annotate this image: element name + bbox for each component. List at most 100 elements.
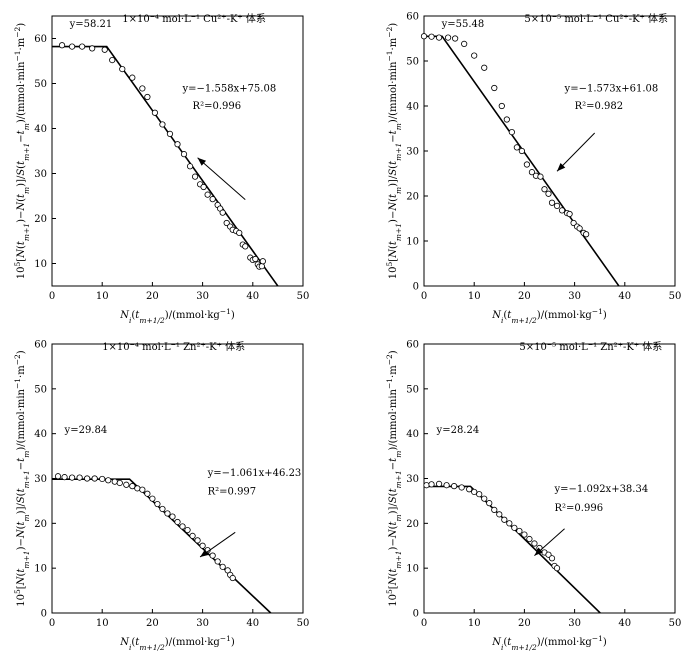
chart3-fit-line — [52, 478, 272, 613]
chart4-data-point — [531, 540, 538, 547]
chart2-data-point — [471, 52, 478, 59]
chart4-xtick-label: 0 — [421, 618, 427, 629]
chart4-ytick-label: 40 — [406, 429, 419, 440]
chart1-fit-label: y=−1.558x+75.08 — [182, 84, 277, 95]
chart1-data-point — [219, 209, 226, 216]
chart1-data-point — [144, 93, 151, 101]
chart4-data-point — [501, 516, 508, 523]
chart2-data-point — [576, 225, 583, 232]
chart3-xtick-label: 50 — [297, 618, 310, 629]
chart3-data-point — [105, 477, 112, 484]
chart4-fit-label: y=−1.092x+38.34 — [554, 484, 649, 495]
chart3-data-point — [214, 558, 221, 565]
chart3-data-point — [159, 505, 166, 513]
chart2-xtick-label: 10 — [468, 291, 481, 302]
chart1-data-point — [159, 121, 166, 128]
chart2-xlabel: Ni(tm+1/2)/(mmol·kg−1) — [491, 307, 607, 325]
chart1-data-point — [258, 263, 265, 270]
chart1-data-point — [186, 163, 194, 170]
chart1-arrow-head — [197, 157, 207, 166]
chart3-data-point — [111, 478, 118, 485]
chart3-data-point — [189, 532, 196, 539]
chart4-data-point — [481, 495, 488, 502]
chart3-xtick-label: 0 — [49, 618, 55, 629]
chart1-data-point — [58, 42, 66, 49]
chart2-data-point — [553, 202, 561, 209]
chart2-data-point — [548, 199, 556, 206]
chart1-data-point — [129, 74, 136, 81]
chart1-data-point — [166, 130, 174, 137]
chart1-ytick-label: 40 — [34, 124, 47, 135]
chart4-data-point — [451, 483, 458, 490]
chart2-data-point — [444, 34, 452, 41]
chart3-data-point — [99, 475, 106, 483]
chart4-data-point — [428, 481, 435, 488]
chart4-ytick-label: 10 — [406, 564, 419, 575]
chart1-ytick-label: 20 — [34, 214, 47, 225]
chart4-data-point — [516, 527, 523, 535]
chart1-data-point — [101, 46, 108, 53]
chart2-data-point — [481, 64, 488, 71]
chart4-data-point — [476, 491, 483, 498]
chart2-ytick-label: 50 — [406, 57, 419, 68]
chart4-data-point — [423, 482, 430, 489]
chart2-r2-label: R²=0.982 — [575, 101, 624, 112]
chart1-arrow-shaft — [197, 157, 246, 200]
chart2-arrow-head — [557, 162, 566, 172]
chart2-data-point — [570, 219, 577, 227]
chart1-r2-label: R²=0.996 — [193, 101, 242, 112]
chart2-ytick-label: 10 — [406, 237, 419, 248]
chart2-xtick-label: 0 — [421, 291, 427, 302]
chart2-fit-label: y=−1.573x+61.08 — [564, 84, 659, 95]
chart4-data-point — [471, 488, 478, 496]
chart2-ylabel: 105[N(tm+1)−N(tm)]/S(tm+1−tm)/(mmol·min−… — [385, 23, 403, 280]
chart2-ytick-label: 0 — [413, 282, 419, 293]
chart3-data-point — [68, 474, 76, 481]
chart2-data-point — [558, 207, 566, 214]
chart2-data-point — [435, 34, 443, 41]
chart2-data-point — [523, 161, 531, 168]
chart4-xlabel: Ni(tm+1/2)/(mmol·kg−1) — [491, 634, 607, 652]
chart3-data-point — [129, 483, 136, 490]
chart1-data-point — [174, 141, 181, 148]
chart1-data-point — [139, 85, 146, 92]
chart1-data-point — [79, 43, 86, 50]
chart3-data-point — [54, 473, 62, 480]
chart2-data-point — [503, 116, 510, 123]
chart3-data-point — [116, 479, 123, 487]
chart2-xtick-label: 50 — [669, 291, 682, 302]
chart2-data-point — [461, 40, 468, 48]
chart4-data-point — [466, 486, 473, 493]
chart3-fit-label: y=−1.061x+46.23 — [207, 468, 302, 479]
chart1-title: 1×10⁻⁴ mol·L⁻¹ Cu²⁺-K⁺ 体系 — [122, 13, 266, 25]
chart1-ytick-label: 50 — [34, 79, 47, 90]
chart4-data-point — [496, 511, 503, 518]
chart2-data-point — [508, 129, 515, 136]
chart3-ytick-label: 60 — [34, 340, 47, 351]
chart4-xtick-label: 40 — [618, 618, 631, 629]
chart1-ytick-label: 60 — [34, 34, 47, 45]
chart2-xtick-label: 20 — [518, 291, 531, 302]
chart1-xtick-label: 10 — [96, 291, 109, 302]
chart4-xtick-label: 50 — [669, 618, 682, 629]
chart4-xtick-label: 30 — [568, 618, 581, 629]
chart3-data-point — [91, 475, 98, 482]
chart1-xtick-label: 0 — [49, 291, 55, 302]
chart4-r2-label: R²=0.996 — [555, 503, 604, 514]
chart2-data-point — [545, 190, 552, 197]
chart4-arrow-head — [534, 547, 543, 556]
chart2-data-point — [428, 33, 435, 40]
chart2-data-point — [498, 102, 505, 110]
chart3-ylabel: 105[N(tm+1)−N(tm)]/S(tm+1−tm)/(mmol·min−… — [13, 350, 31, 607]
chart4-data-point — [458, 484, 465, 491]
chart1-data-point — [200, 183, 207, 191]
chart1-data-point — [180, 151, 188, 158]
chart4-data-point — [545, 551, 552, 558]
chart2-xtick-label: 30 — [568, 291, 581, 302]
chart4-data-point — [526, 535, 533, 543]
chart2-data-point — [583, 231, 590, 238]
chart1-ytick-label: 10 — [34, 259, 47, 270]
chart1-plateau-label: y=58.21 — [69, 19, 113, 30]
chart3-data-point — [209, 552, 216, 559]
